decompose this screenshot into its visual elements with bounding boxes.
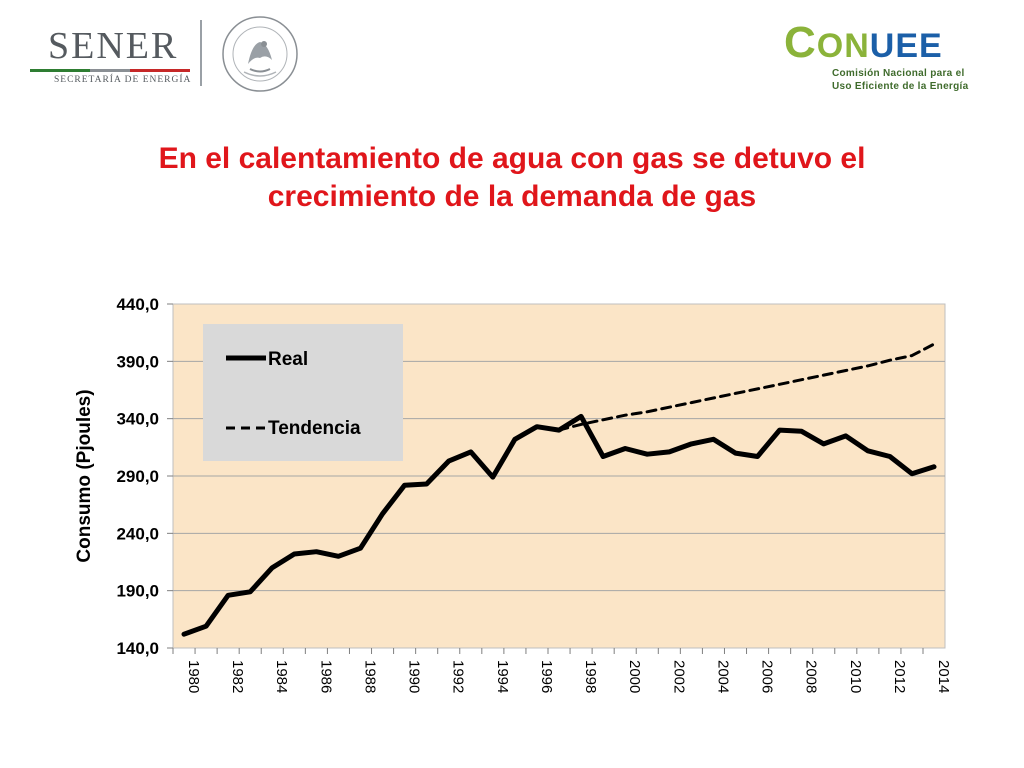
- x-tick-label: 2000: [626, 660, 643, 693]
- y-tick-label: 140,0: [116, 639, 159, 658]
- slide-title-line-1: En el calentamiento de agua con gas se d…: [158, 142, 866, 175]
- x-tick-label: 1986: [317, 660, 334, 693]
- x-tick-label: 1998: [582, 660, 599, 693]
- x-tick-label: 1984: [273, 660, 290, 693]
- mexican-coat-of-arms-icon: [222, 16, 298, 92]
- legend: Real Tendencia: [203, 324, 403, 461]
- header: SENER SECRETARÍA DE ENERGÍA CONUEE Comis…: [0, 0, 1024, 110]
- y-tick-label: 440,0: [116, 295, 159, 314]
- x-tick-label: 2012: [891, 660, 908, 693]
- x-tick-label: 2006: [759, 660, 776, 693]
- conuee-wordmark-c: C: [784, 18, 817, 67]
- legend-label-tendencia: Tendencia: [268, 418, 361, 439]
- y-tick-label: 390,0: [116, 352, 159, 371]
- conuee-wordmark-on: ON: [816, 27, 870, 65]
- x-tick-label: 2014: [935, 660, 952, 693]
- logo-stripe-red: [130, 69, 190, 72]
- logo-stripe-grey: [90, 69, 130, 72]
- sener-subtitle: SECRETARÍA DE ENERGÍA: [54, 75, 192, 85]
- slide-title: En el calentamiento de agua con gas se d…: [60, 140, 964, 216]
- legend-label-real: Real: [268, 349, 308, 370]
- x-tick-label: 1994: [494, 660, 511, 693]
- slide-title-line-2: crecimiento de la demanda de gas: [267, 180, 757, 213]
- conuee-logo: CONUEE Comisión Nacional para el Uso Efi…: [784, 18, 994, 98]
- x-tick-label: 2004: [714, 660, 731, 693]
- legend-box: [203, 324, 403, 461]
- x-tick-label: 1992: [450, 660, 467, 693]
- logo-divider: [200, 20, 202, 86]
- logo-stripe-green: [30, 69, 90, 72]
- x-tick-label: 1988: [361, 660, 378, 693]
- conuee-subtitle-line2: Uso Eficiente de la Energía: [832, 81, 969, 92]
- series-line-tendencia: [557, 342, 936, 432]
- conuee-subtitle-line1: Comisión Nacional para el: [832, 68, 965, 79]
- x-tick-label: 2002: [670, 660, 687, 693]
- y-axis-label: Consumo (Pjoules): [74, 389, 95, 562]
- conuee-wordmark: CONUEE: [784, 18, 943, 68]
- y-tick-label: 240,0: [116, 524, 159, 543]
- sener-logo: SENER SECRETARÍA DE ENERGÍA: [30, 22, 200, 92]
- x-tick-label: 1996: [538, 660, 555, 693]
- y-axis-ticks: 440,0 390,0 340,0 290,0 240,0 190,0 140,0: [116, 295, 173, 658]
- x-tick-label: 1980: [185, 660, 202, 693]
- conuee-wordmark-uee: UEE: [869, 27, 943, 65]
- sener-wordmark: SENER: [48, 25, 179, 67]
- y-tick-label: 190,0: [116, 582, 159, 601]
- x-axis-ticks: 1980 1982 1984 1986 1988 1990 1992 1994 1996 1998…: [172, 648, 952, 693]
- x-tick-label: 1982: [229, 660, 246, 693]
- y-tick-label: 340,0: [116, 410, 159, 429]
- x-tick-label: 2008: [803, 660, 820, 693]
- series-line-real: [181, 413, 937, 637]
- y-tick-label: 290,0: [116, 467, 159, 486]
- series-lines: [181, 342, 937, 637]
- x-tick-label: 1990: [406, 660, 423, 693]
- x-tick-label: 2010: [847, 660, 864, 693]
